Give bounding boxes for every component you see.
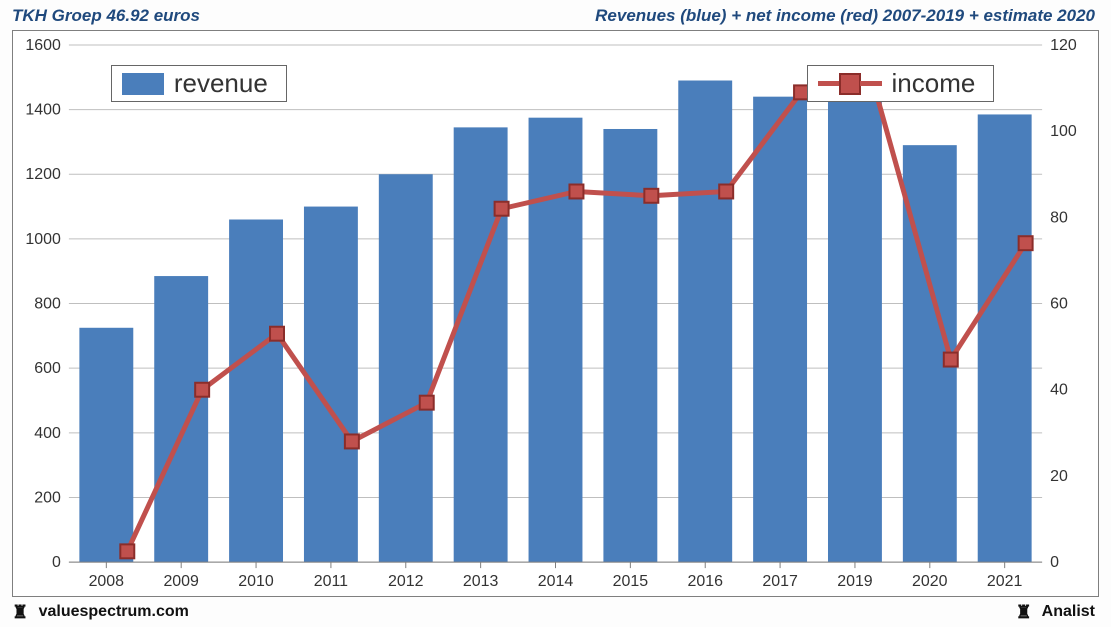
bar (79, 328, 133, 562)
income-marker (120, 544, 134, 558)
svg-text:0: 0 (52, 554, 61, 571)
legend-revenue-label: revenue (174, 68, 268, 99)
legend-income-label: income (892, 68, 976, 99)
income-marker (495, 202, 509, 216)
income-marker (944, 353, 958, 367)
legend-revenue-swatch (122, 73, 164, 95)
svg-text:2016: 2016 (687, 573, 723, 590)
chart-frame: TKH Groep 46.92 euros Revenues (blue) + … (0, 0, 1111, 627)
svg-text:2014: 2014 (538, 573, 574, 590)
svg-text:400: 400 (34, 425, 61, 442)
svg-text:1600: 1600 (25, 37, 61, 54)
bar (154, 276, 208, 562)
bar (753, 97, 807, 562)
svg-text:2020: 2020 (912, 573, 948, 590)
svg-text:800: 800 (34, 296, 61, 313)
svg-text:2015: 2015 (613, 573, 649, 590)
income-marker (420, 396, 434, 410)
income-marker (719, 185, 733, 199)
title-left: TKH Groep 46.92 euros (12, 6, 200, 26)
legend-income-swatch (818, 73, 882, 95)
svg-text:1400: 1400 (25, 102, 61, 119)
income-marker (195, 383, 209, 397)
svg-text:80: 80 (1050, 209, 1068, 226)
footer-left-text: valuespectrum.com (39, 603, 189, 620)
svg-text:2021: 2021 (987, 573, 1023, 590)
bar (229, 219, 283, 562)
footer-right-text: Analist (1042, 603, 1095, 620)
bar (828, 98, 882, 562)
rook-icon: ♜ (12, 603, 28, 621)
legend-revenue: revenue (111, 65, 287, 102)
svg-text:0: 0 (1050, 554, 1059, 571)
svg-text:1200: 1200 (25, 166, 61, 183)
svg-text:60: 60 (1050, 296, 1068, 313)
svg-text:20: 20 (1050, 468, 1068, 485)
svg-text:2019: 2019 (837, 573, 873, 590)
footer: ♜ valuespectrum.com ♜ Analist (0, 599, 1111, 627)
legend-income: income (807, 65, 995, 102)
svg-text:2011: 2011 (314, 573, 348, 590)
income-marker (345, 434, 359, 448)
svg-text:2012: 2012 (388, 573, 424, 590)
svg-text:600: 600 (34, 360, 61, 377)
header: TKH Groep 46.92 euros Revenues (blue) + … (0, 0, 1111, 28)
rook-icon: ♜ (1016, 603, 1032, 621)
title-right: Revenues (blue) + net income (red) 2007-… (595, 6, 1095, 26)
footer-left: ♜ valuespectrum.com (12, 603, 189, 621)
income-marker (1019, 236, 1033, 250)
svg-text:2008: 2008 (89, 573, 125, 590)
svg-text:2013: 2013 (463, 573, 499, 590)
bar (379, 174, 433, 562)
income-marker (270, 327, 284, 341)
footer-right: ♜ Analist (1016, 603, 1095, 621)
svg-text:2010: 2010 (238, 573, 274, 590)
svg-text:120: 120 (1050, 37, 1077, 54)
bar (454, 127, 508, 562)
svg-text:2017: 2017 (762, 573, 798, 590)
bar (678, 81, 732, 563)
svg-text:2009: 2009 (163, 573, 199, 590)
svg-text:40: 40 (1050, 382, 1068, 399)
chart-area: 0 200 400 600 800 1000 1200 1400 1600 0 20 40 60 80 10… (12, 30, 1099, 597)
chart-svg: 0 200 400 600 800 1000 1200 1400 1600 0 20 40 60 80 10… (13, 31, 1098, 596)
bar (978, 114, 1032, 562)
svg-text:100: 100 (1050, 123, 1077, 140)
svg-text:1000: 1000 (25, 231, 61, 248)
income-marker (644, 189, 658, 203)
svg-text:200: 200 (34, 489, 61, 506)
income-marker (569, 185, 583, 199)
